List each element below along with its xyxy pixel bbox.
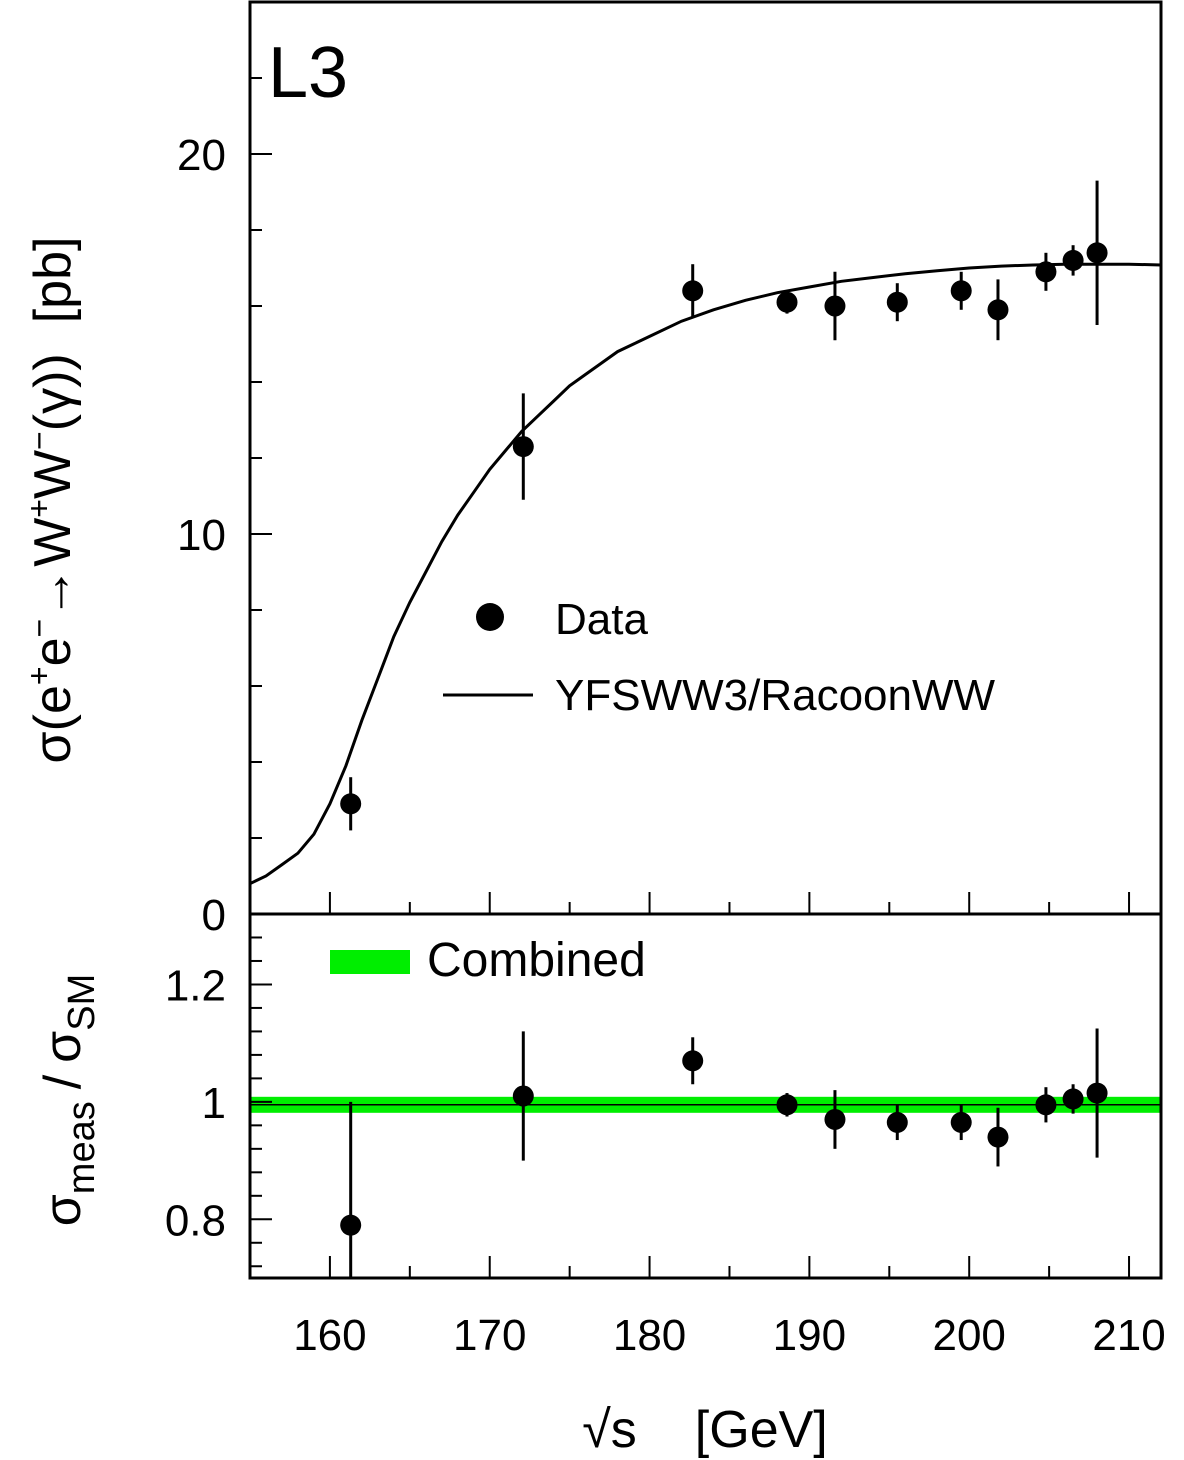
bottom-y-axis-label: σmeas/σSM bbox=[34, 974, 103, 1227]
bottom-panel: 160 170 180 190 200 210 0.8 1 1.2 bbox=[165, 912, 1166, 1360]
x-tick-label: 210 bbox=[1092, 1311, 1165, 1360]
bottom-data-point bbox=[682, 1050, 704, 1072]
legend-combined-swatch bbox=[330, 950, 410, 974]
bottom-data-point bbox=[1035, 1094, 1057, 1116]
top-legend: Data YFSWW3/RacoonWW bbox=[443, 595, 996, 720]
legend-data-marker bbox=[476, 603, 504, 631]
bottom-data-point bbox=[340, 1214, 362, 1236]
top-data-point bbox=[987, 299, 1009, 321]
bottom-data-point bbox=[950, 1111, 972, 1133]
bottom-data-point bbox=[776, 1094, 798, 1116]
bottom-data-point bbox=[886, 1111, 908, 1133]
top-plot-frame bbox=[248, 0, 1163, 916]
top-y-tick-label: 10 bbox=[177, 511, 226, 560]
x-tick-label: 190 bbox=[773, 1311, 846, 1360]
series-line-yfsww3-racoonww bbox=[249, 262, 1162, 885]
top-data-point bbox=[1086, 242, 1108, 264]
bottom-data-point bbox=[987, 1126, 1009, 1148]
bottom-data-point bbox=[1086, 1082, 1108, 1104]
bottom-data-point bbox=[824, 1108, 846, 1130]
top-y-tick-label: 0 bbox=[202, 891, 226, 940]
top-data-point bbox=[776, 291, 798, 313]
legend-data-label: Data bbox=[555, 595, 648, 644]
bottom-plot-frame bbox=[248, 912, 1163, 1280]
top-data-point bbox=[512, 436, 534, 458]
top-y-tick-label: 20 bbox=[177, 131, 226, 180]
x-tick-label: 160 bbox=[293, 1311, 366, 1360]
bottom-y-tick-label: 0.8 bbox=[165, 1196, 226, 1245]
bottom-data-point bbox=[512, 1085, 534, 1107]
top-data-point bbox=[824, 295, 846, 317]
top-data-point bbox=[950, 280, 972, 302]
bottom-legend: Combined bbox=[330, 934, 646, 987]
legend-curve-label: YFSWW3/RacoonWW bbox=[555, 671, 996, 720]
x-tick-label: 180 bbox=[613, 1311, 686, 1360]
top-data-point bbox=[340, 793, 362, 815]
x-axis-label: √s [GeV] bbox=[582, 1401, 828, 1459]
top-data-point bbox=[1035, 261, 1057, 283]
x-tick-label: 170 bbox=[453, 1311, 526, 1360]
top-panel: 0 10 20 bbox=[177, 0, 1163, 940]
top-y-axis-label: σ(e+e−→W+W−(γ))[pb] bbox=[21, 237, 82, 764]
bottom-data-point bbox=[1062, 1088, 1084, 1110]
chart-title: L3 bbox=[268, 33, 348, 113]
top-data-point bbox=[886, 291, 908, 313]
bottom-y-tick-label: 1.2 bbox=[165, 961, 226, 1010]
top-data-point bbox=[682, 280, 704, 302]
bottom-y-tick-label: 1 bbox=[202, 1079, 226, 1128]
x-tick-label: 200 bbox=[932, 1311, 1005, 1360]
legend-combined-label: Combined bbox=[427, 934, 646, 987]
top-data-point bbox=[1062, 249, 1084, 271]
